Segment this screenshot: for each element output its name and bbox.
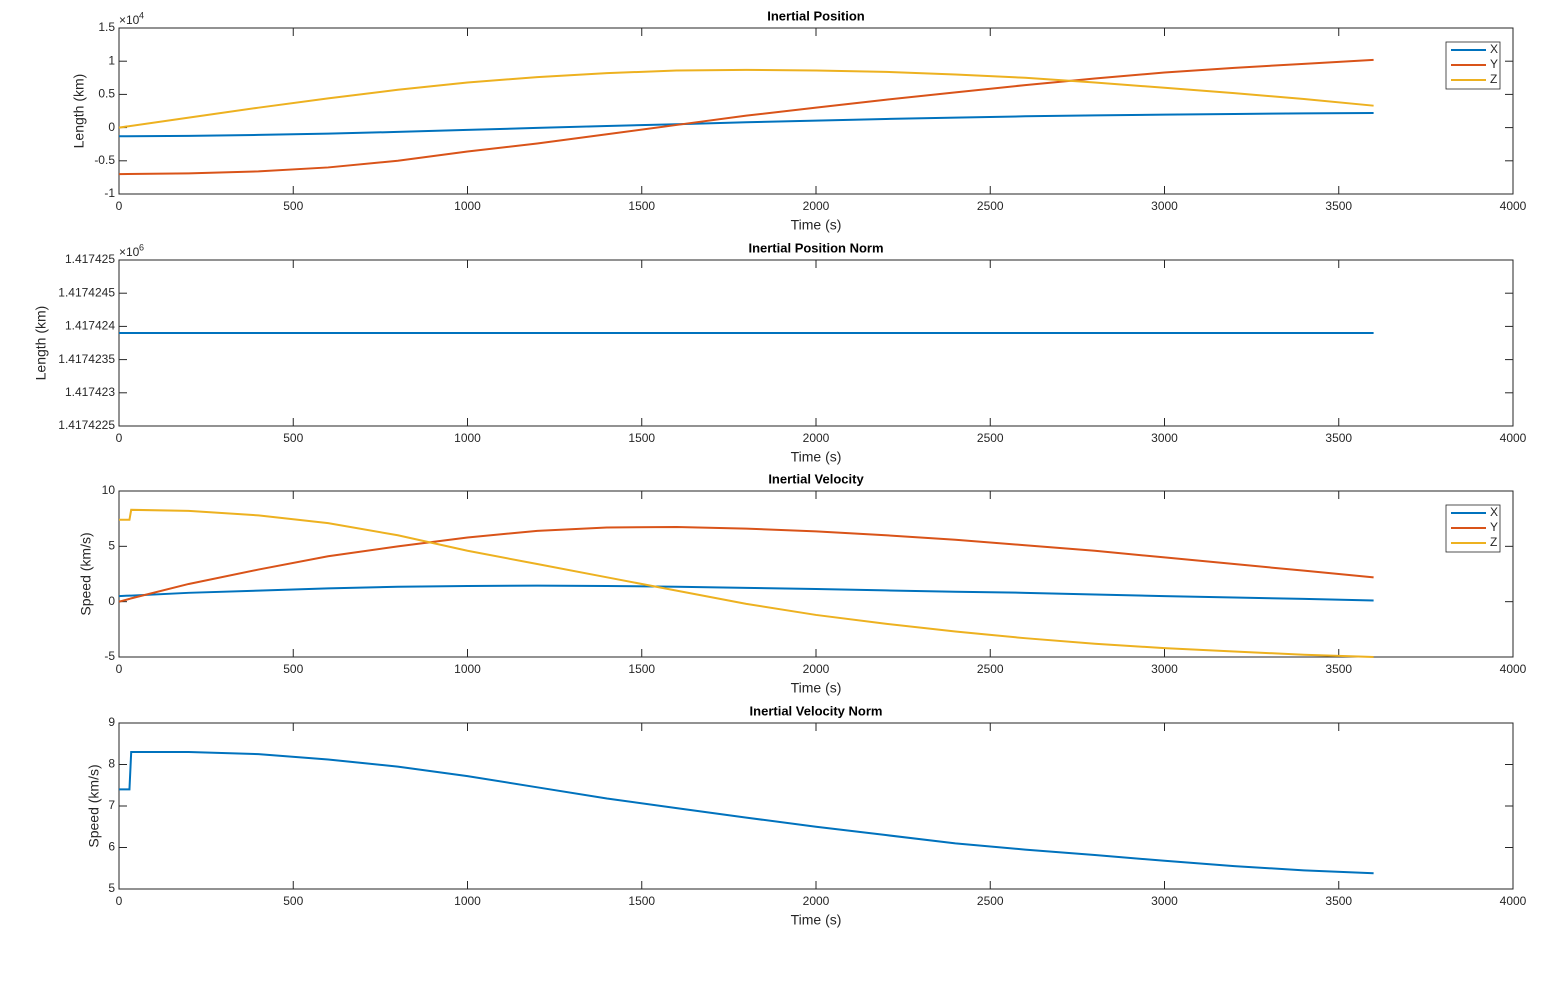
x-tick-label: 1500 [628, 894, 655, 908]
x-tick-label: 3000 [1151, 199, 1178, 213]
y-tick-label: 1.4174245 [58, 285, 115, 299]
y-axis-label: Speed (km/s) [86, 764, 102, 847]
x-tick-label: 4000 [1500, 199, 1527, 213]
y-scale-base: ×10 [119, 13, 140, 27]
x-tick-label: 500 [283, 199, 303, 213]
x-tick-label: 0 [116, 431, 123, 445]
y-tick-label: -0.5 [94, 153, 115, 167]
x-tick-label: 3500 [1325, 662, 1352, 676]
x-tick-label: 0 [116, 662, 123, 676]
legend-label: Z [1490, 535, 1497, 549]
x-axis-label: Time (s) [791, 912, 842, 928]
x-tick-label: 4000 [1500, 662, 1527, 676]
legend-label: X [1490, 505, 1498, 519]
y-tick-label: 8 [108, 757, 115, 771]
subplot-title: Inertial Velocity Norm [750, 703, 883, 718]
x-tick-label: 2000 [803, 431, 830, 445]
y-tick-label: 1 [108, 53, 115, 67]
y-tick-label: 1.417425 [65, 252, 115, 266]
y-axis-label: Length (km) [33, 306, 49, 381]
legend-label: X [1490, 42, 1498, 56]
subplot-title: Inertial Velocity [768, 471, 864, 486]
y-tick-label: 1.417424 [65, 319, 115, 333]
x-tick-label: 3000 [1151, 662, 1178, 676]
x-tick-label: 2500 [977, 431, 1004, 445]
series-line [118, 111, 1374, 138]
y-scale-exponent: 6 [139, 242, 144, 252]
series-line [118, 58, 1374, 176]
series-line [118, 525, 1374, 603]
x-tick-label: 2500 [977, 199, 1004, 213]
x-tick-label: 1000 [454, 894, 481, 908]
y-tick-label: 1.4174225 [58, 418, 115, 432]
x-tick-label: 500 [283, 431, 303, 445]
axes-box [118, 722, 1514, 890]
y-tick-label: 9 [108, 715, 115, 729]
subplot: Inertial Position Norm Time (s) Length (km… [33, 240, 1527, 464]
series-line [118, 68, 1374, 129]
y-tick-label: 5 [108, 881, 115, 895]
x-axis-label: Time (s) [791, 217, 842, 233]
series-line [119, 751, 1374, 875]
x-tick-label: 3500 [1325, 431, 1352, 445]
axes-box [118, 259, 1514, 427]
x-tick-label: 3500 [1325, 199, 1352, 213]
y-axis-label: Length (km) [71, 74, 87, 149]
legend-label: Y [1490, 57, 1498, 71]
y-tick-label: 5 [108, 539, 115, 553]
x-tick-label: 500 [283, 662, 303, 676]
x-tick-label: 500 [283, 894, 303, 908]
x-tick-label: 2000 [803, 199, 830, 213]
y-tick-label: 0 [108, 594, 115, 608]
x-tick-label: 2500 [977, 662, 1004, 676]
axes-box [118, 490, 1514, 658]
x-tick-label: 3500 [1325, 894, 1352, 908]
series-line [119, 508, 1374, 658]
x-tick-label: 1000 [454, 199, 481, 213]
y-tick-label: -1 [104, 186, 115, 200]
x-tick-label: 4000 [1500, 431, 1527, 445]
y-tick-label: 0 [108, 120, 115, 134]
x-tick-label: 0 [116, 199, 123, 213]
x-tick-label: 2000 [803, 662, 830, 676]
subplot: Inertial Velocity Norm Time (s) Speed (km/… [86, 703, 1527, 927]
axes-box [118, 27, 1514, 195]
x-tick-label: 1500 [628, 431, 655, 445]
x-tick-label: 1500 [628, 662, 655, 676]
y-scale-base: ×10 [119, 245, 140, 259]
x-axis-label: Time (s) [791, 680, 842, 696]
y-tick-label: 0.5 [98, 87, 115, 101]
y-tick-label: 10 [102, 483, 116, 497]
x-tick-label: 2500 [977, 894, 1004, 908]
x-tick-label: 3000 [1151, 894, 1178, 908]
y-scale-exponent: 4 [139, 10, 144, 20]
series-line [118, 584, 1374, 602]
x-tick-label: 1500 [628, 199, 655, 213]
x-tick-label: 3000 [1151, 431, 1178, 445]
y-tick-label: 1.417423 [65, 385, 115, 399]
x-tick-label: 2000 [803, 894, 830, 908]
x-tick-label: 0 [116, 894, 123, 908]
y-tick-label: 7 [108, 798, 115, 812]
subplot-title: Inertial Position Norm [748, 240, 883, 255]
x-tick-label: 1000 [454, 662, 481, 676]
x-tick-label: 1000 [454, 431, 481, 445]
x-axis-label: Time (s) [791, 449, 842, 465]
legend-label: Z [1490, 72, 1497, 86]
legend-label: Y [1490, 520, 1498, 534]
x-tick-label: 4000 [1500, 894, 1527, 908]
y-axis-label: Speed (km/s) [78, 532, 94, 615]
y-tick-label: -5 [104, 649, 115, 663]
subplot-title: Inertial Position [767, 8, 865, 23]
y-tick-label: 1.5 [98, 20, 115, 34]
y-tick-label: 1.4174235 [58, 352, 115, 366]
y-tick-label: 6 [108, 840, 115, 854]
